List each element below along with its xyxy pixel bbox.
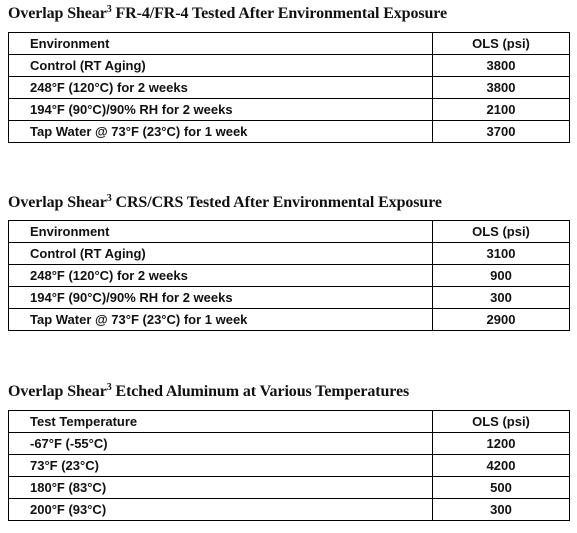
footnote-marker: 3 xyxy=(106,4,112,15)
ols-cell: 500 xyxy=(432,476,570,499)
temperature-cell: 200°F (93°C) xyxy=(8,498,433,521)
environment-cell: 248°F (120°C) for 2 weeks xyxy=(8,264,433,287)
temperature-cell: 73°F (23°C) xyxy=(8,454,433,477)
section-title: Overlap Shear3 FR-4/FR-4 Tested After En… xyxy=(8,4,447,24)
environment-cell: 248°F (120°C) for 2 weeks xyxy=(8,76,433,99)
temperature-cell: -67°F (-55°C) xyxy=(8,432,433,455)
table-row: 194°F (90°C)/90% RH for 2 weeks 2100 xyxy=(8,98,570,121)
title-text: Etched Aluminum at Various Temperatures xyxy=(111,383,410,400)
data-table: Environment OLS (psi) Control (RT Aging)… xyxy=(8,220,570,331)
table-row: -67°F (-55°C) 1200 xyxy=(8,432,570,455)
ols-cell: 3800 xyxy=(432,76,570,99)
data-table: Environment OLS (psi) Control (RT Aging)… xyxy=(8,32,570,143)
column-header: Environment xyxy=(8,32,433,55)
ols-cell: 300 xyxy=(432,286,570,309)
section-title: Overlap Shear3 Etched Aluminum at Variou… xyxy=(8,382,409,402)
column-header: OLS (psi) xyxy=(432,220,570,243)
data-table: Test Temperature OLS (psi) -67°F (-55°C)… xyxy=(8,410,570,521)
title-text: FR-4/FR-4 Tested After Environmental Exp… xyxy=(111,5,448,22)
environment-cell: Control (RT Aging) xyxy=(8,54,433,77)
table-row: 200°F (93°C) 300 xyxy=(8,498,570,521)
footnote-marker: 3 xyxy=(106,382,112,393)
environment-cell: 194°F (90°C)/90% RH for 2 weeks xyxy=(8,98,433,121)
ols-cell: 2100 xyxy=(432,98,570,121)
table-row: Tap Water @ 73°F (23°C) for 1 week 2900 xyxy=(8,308,570,331)
table-row: 194°F (90°C)/90% RH for 2 weeks 300 xyxy=(8,286,570,309)
table-row: 180°F (83°C) 500 xyxy=(8,476,570,499)
footnote-marker: 3 xyxy=(106,193,112,204)
column-header: OLS (psi) xyxy=(432,410,570,433)
title-text: Overlap Shear xyxy=(8,383,107,400)
environment-cell: 194°F (90°C)/90% RH for 2 weeks xyxy=(8,286,433,309)
table-row: 73°F (23°C) 4200 xyxy=(8,454,570,477)
table-row: 248°F (120°C) for 2 weeks 3800 xyxy=(8,76,570,99)
column-header: OLS (psi) xyxy=(432,32,570,55)
environment-cell: Control (RT Aging) xyxy=(8,242,433,265)
table-header-row: Test Temperature OLS (psi) xyxy=(8,410,570,433)
environment-cell: Tap Water @ 73°F (23°C) for 1 week xyxy=(8,308,433,331)
temperature-cell: 180°F (83°C) xyxy=(8,476,433,499)
table-row: Control (RT Aging) 3800 xyxy=(8,54,570,77)
table-row: Control (RT Aging) 3100 xyxy=(8,242,570,265)
column-header: Environment xyxy=(8,220,433,243)
ols-cell: 2900 xyxy=(432,308,570,331)
ols-cell: 900 xyxy=(432,264,570,287)
table-header-row: Environment OLS (psi) xyxy=(8,32,570,55)
table-header-row: Environment OLS (psi) xyxy=(8,220,570,243)
ols-cell: 3100 xyxy=(432,242,570,265)
ols-cell: 4200 xyxy=(432,454,570,477)
ols-cell: 1200 xyxy=(432,432,570,455)
ols-cell: 3800 xyxy=(432,54,570,77)
table-row: Tap Water @ 73°F (23°C) for 1 week 3700 xyxy=(8,120,570,143)
title-text: CRS/CRS Tested After Environmental Expos… xyxy=(111,194,443,211)
title-text: Overlap Shear xyxy=(8,194,107,211)
ols-cell: 300 xyxy=(432,498,570,521)
environment-cell: Tap Water @ 73°F (23°C) for 1 week xyxy=(8,120,433,143)
title-text: Overlap Shear xyxy=(8,5,107,22)
ols-cell: 3700 xyxy=(432,120,570,143)
table-row: 248°F (120°C) for 2 weeks 900 xyxy=(8,264,570,287)
column-header: Test Temperature xyxy=(8,410,433,433)
section-title: Overlap Shear3 CRS/CRS Tested After Envi… xyxy=(8,193,442,213)
